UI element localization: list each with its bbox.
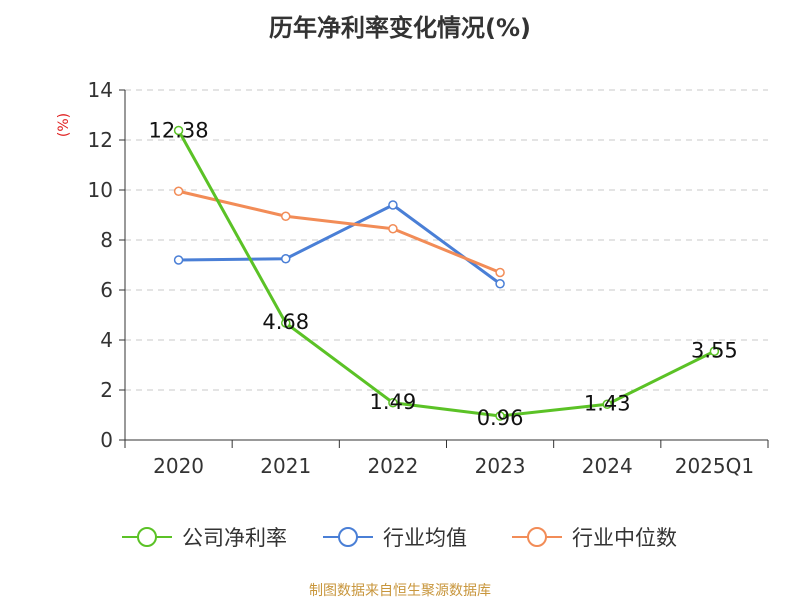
data-point [602,399,612,409]
x-tick-label: 2024 [582,454,633,478]
data-point [495,279,505,289]
data-label: 12.38 [149,119,209,143]
series-line-1 [178,203,501,285]
legend-marker [137,527,157,547]
data-point [281,254,291,264]
y-tick-label: 6 [100,278,113,302]
data-point [388,224,398,234]
data-label: 0.96 [477,406,524,430]
data-point [173,186,184,196]
source-note: 制图数据来自恒生聚源数据库 [309,583,491,599]
y-tick-label: 4 [100,328,113,352]
legend-label[interactable]: 行业中位数 [572,526,677,550]
x-tick-label: 2021 [260,454,311,478]
x-tick-label: 2025Q1 [675,454,754,478]
legend-label[interactable]: 公司净利率 [182,526,287,550]
data-point [281,318,291,328]
data-point [495,267,505,278]
x-tick-label: 2020 [153,454,204,478]
legend-marker [527,527,547,547]
series-line-0 [177,129,716,418]
data-label: 3.55 [691,338,738,362]
y-tick-label: 14 [88,78,113,102]
data-label: 4.68 [262,310,309,334]
data-point [388,398,398,408]
y-tick-label: 2 [100,378,113,402]
y-tick-label: 10 [88,178,113,202]
data-label: 1.49 [370,390,417,414]
data-point [173,255,184,265]
data-point [388,200,398,210]
chart-title: 历年净利率变化情况(%) [269,14,531,42]
x-tick-label: 2023 [475,454,526,478]
x-tick-label: 2022 [367,454,418,478]
legend-marker [338,527,358,547]
y-tick-label: 8 [100,228,113,252]
data-label: 1.43 [584,391,631,415]
data-point [495,411,505,421]
data-point [709,346,720,356]
data-point [281,211,291,221]
y-tick-label: 12 [88,128,113,152]
y-tick-label: 0 [100,428,113,452]
y-axis-unit: (%) [56,113,72,137]
legend-label[interactable]: 行业均值 [383,526,467,550]
series-line-2 [178,189,501,274]
data-point [173,125,184,136]
